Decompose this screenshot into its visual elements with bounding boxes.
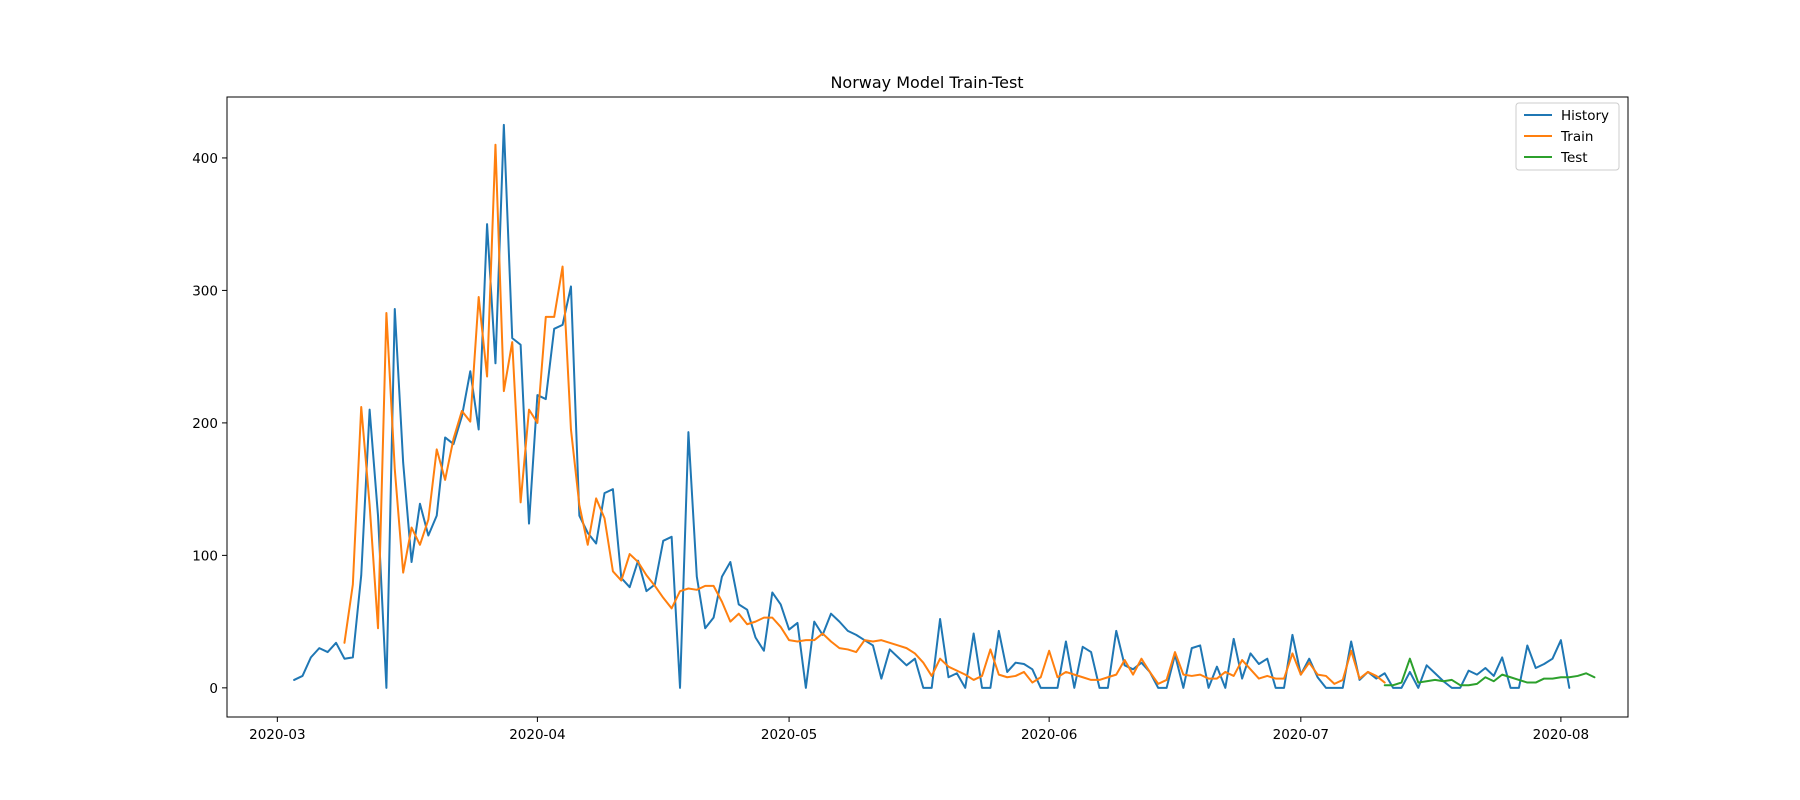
series-line-test xyxy=(1383,657,1596,687)
x-axis: 2020-03 2020-04 2020-05 2020-06 2020-07 2020-… xyxy=(249,717,1589,743)
x-tick-label: 2020-04 xyxy=(509,727,565,743)
x-tick-label: 2020-05 xyxy=(761,727,817,743)
series-line-train xyxy=(343,143,1386,685)
y-tick-label: 0 xyxy=(209,681,218,697)
x-tick-label: 2020-08 xyxy=(1533,727,1589,743)
series-layer xyxy=(293,123,1596,689)
x-tick-label: 2020-07 xyxy=(1273,727,1329,743)
plot-area-frame xyxy=(226,96,1629,718)
chart-title: Norway Model Train-Test xyxy=(830,73,1023,92)
y-tick-label: 200 xyxy=(192,416,218,432)
y-tick-label: 400 xyxy=(192,151,218,167)
y-tick-label: 100 xyxy=(192,548,218,564)
x-tick-label: 2020-06 xyxy=(1021,727,1077,743)
legend-label-test: Test xyxy=(1560,150,1588,166)
legend: History Train Test xyxy=(1515,102,1620,171)
legend-label-history: History xyxy=(1561,108,1609,124)
y-axis: 0 100 200 300 400 xyxy=(192,151,227,697)
legend-label-train: Train xyxy=(1560,129,1593,145)
legend-box xyxy=(1515,102,1620,171)
y-tick-label: 300 xyxy=(192,283,218,299)
x-tick-label: 2020-03 xyxy=(249,727,305,743)
